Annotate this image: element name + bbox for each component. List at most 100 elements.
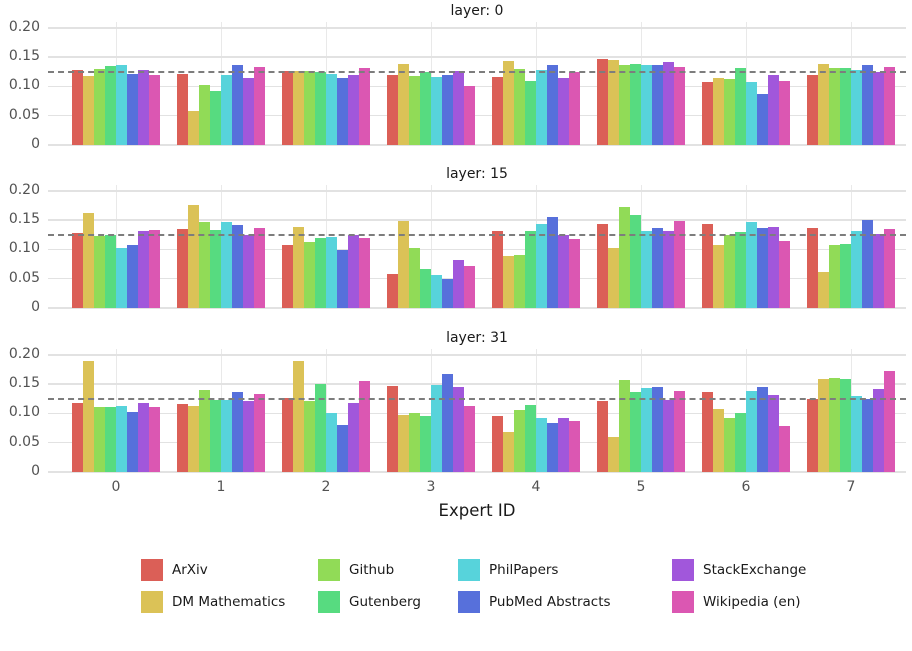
legend-item-dm-mathematics: DM Mathematics [141, 590, 285, 614]
bar-gutenberg-expert-2 [315, 237, 326, 308]
bar-arxiv-expert-6 [702, 224, 713, 308]
y-tick-label: 0.20 [8, 181, 40, 198]
bar-pubmed-abstracts-expert-1 [232, 64, 243, 145]
bar-arxiv-expert-4 [492, 77, 503, 145]
plot-area-layer-15 [48, 185, 906, 309]
bar-gutenberg-expert-5 [630, 391, 641, 472]
bar-pubmed-abstracts-expert-6 [757, 94, 768, 145]
uniform-reference-dashed-line [48, 70, 906, 73]
bar-philpapers-expert-5 [641, 64, 652, 145]
x-tick-label: 3 [426, 479, 436, 495]
bar-github-expert-1 [199, 221, 210, 308]
bar-arxiv-expert-2 [282, 244, 293, 308]
bar-dm-mathematics-expert-2 [293, 70, 304, 145]
bar-gutenberg-expert-5 [630, 214, 641, 308]
bar-github-expert-6 [724, 235, 735, 308]
bar-wikipedia-en--expert-6 [779, 80, 790, 145]
bar-wikipedia-en--expert-2 [359, 237, 370, 308]
bar-gutenberg-expert-2 [315, 384, 326, 472]
bar-stackexchange-expert-0 [138, 402, 149, 472]
bar-philpapers-expert-6 [746, 81, 757, 145]
bar-wikipedia-en--expert-0 [149, 407, 160, 472]
horizontal-gridline [48, 190, 906, 192]
bar-philpapers-expert-7 [851, 70, 862, 145]
subplot-layer-15: layer: 15 0 0.05 0.10 0.15 0.20 [0, 165, 912, 315]
bar-dm-mathematics-expert-6 [713, 245, 724, 308]
bar-philpapers-expert-1 [221, 221, 232, 308]
bar-arxiv-expert-4 [492, 230, 503, 308]
bar-stackexchange-expert-4 [558, 78, 569, 145]
bar-github-expert-0 [94, 235, 105, 308]
bar-github-expert-2 [304, 70, 315, 145]
bar-github-expert-1 [199, 85, 210, 145]
bar-stackexchange-expert-4 [558, 417, 569, 472]
bar-philpapers-expert-3 [431, 77, 442, 145]
bar-pubmed-abstracts-expert-3 [442, 278, 453, 308]
legend-label: Gutenberg [349, 594, 421, 610]
bar-arxiv-expert-7 [807, 398, 818, 472]
bar-github-expert-6 [724, 79, 735, 145]
bar-arxiv-expert-1 [177, 404, 188, 472]
bar-philpapers-expert-2 [326, 73, 337, 145]
bar-wikipedia-en--expert-4 [569, 71, 580, 145]
bar-philpapers-expert-7 [851, 395, 862, 472]
bar-github-expert-3 [409, 247, 420, 308]
legend-swatch [458, 559, 480, 581]
legend-swatch [318, 591, 340, 613]
bar-dm-mathematics-expert-4 [503, 432, 514, 472]
legend-item-gutenberg: Gutenberg [318, 590, 421, 614]
bar-gutenberg-expert-3 [420, 71, 431, 145]
y-tick-label: 0.05 [8, 433, 40, 450]
legend-swatch [318, 559, 340, 581]
bar-arxiv-expert-1 [177, 74, 188, 145]
y-tick-label: 0 [31, 299, 40, 315]
bar-pubmed-abstracts-expert-2 [337, 250, 348, 308]
x-tick-label: 4 [531, 479, 541, 495]
bar-philpapers-expert-7 [851, 230, 862, 308]
bar-pubmed-abstracts-expert-7 [862, 398, 873, 472]
legend-label: Github [349, 562, 395, 578]
legend-label: PhilPapers [489, 562, 559, 578]
legend-swatch [141, 559, 163, 581]
legend-swatch [141, 591, 163, 613]
bar-github-expert-3 [409, 75, 420, 145]
bar-gutenberg-expert-6 [735, 413, 746, 472]
bar-wikipedia-en--expert-1 [254, 394, 265, 472]
horizontal-gridline [48, 144, 906, 146]
subplot-layer-31: layer: 31 0 0.05 0.10 0.15 0.20 [0, 329, 912, 479]
x-tick-label: 0 [111, 479, 121, 495]
bar-stackexchange-expert-5 [663, 230, 674, 308]
bar-stackexchange-expert-3 [453, 70, 464, 145]
bar-stackexchange-expert-6 [768, 75, 779, 145]
x-tick-label: 5 [636, 479, 646, 495]
y-tick-label: 0 [31, 463, 40, 479]
bar-gutenberg-expert-3 [420, 269, 431, 308]
bar-github-expert-5 [619, 380, 630, 472]
bar-wikipedia-en--expert-7 [884, 370, 895, 472]
bar-pubmed-abstracts-expert-6 [757, 227, 768, 308]
bar-arxiv-expert-0 [72, 70, 83, 145]
bar-gutenberg-expert-6 [735, 231, 746, 308]
uniform-reference-dashed-line [48, 397, 906, 400]
horizontal-gridline [48, 248, 906, 251]
bar-stackexchange-expert-0 [138, 70, 149, 145]
bar-arxiv-expert-6 [702, 82, 713, 145]
subplot-title: layer: 0 [450, 3, 504, 19]
bar-arxiv-expert-3 [387, 74, 398, 145]
subplot-title: layer: 15 [446, 166, 508, 182]
bar-github-expert-5 [619, 207, 630, 308]
bar-stackexchange-expert-2 [348, 235, 359, 308]
y-tick-label: 0.05 [8, 106, 40, 123]
bar-gutenberg-expert-1 [210, 230, 221, 308]
bar-philpapers-expert-1 [221, 399, 232, 472]
legend: ArXiv DM Mathematics Github Gutenberg PhilPa… [0, 556, 912, 626]
legend-swatch [672, 559, 694, 581]
vertical-gridline [431, 185, 433, 308]
bar-github-expert-4 [514, 68, 525, 145]
bar-arxiv-expert-5 [597, 58, 608, 145]
bar-dm-mathematics-expert-6 [713, 77, 724, 145]
legend-label: ArXiv [172, 562, 208, 578]
bar-pubmed-abstracts-expert-0 [127, 244, 138, 308]
x-axis-label: Expert ID [438, 501, 516, 520]
x-tick-label: 7 [846, 479, 856, 495]
